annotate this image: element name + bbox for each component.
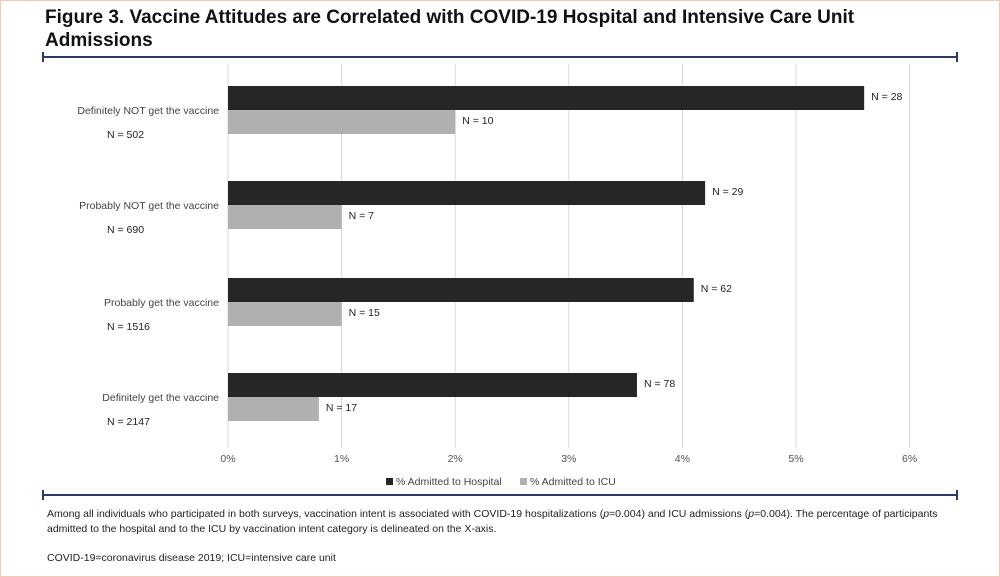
hospital-bar xyxy=(228,373,637,397)
icu-bar xyxy=(228,110,456,134)
category-n-label: N = 1516 xyxy=(107,321,150,333)
footnote: COVID-19=coronavirus disease 2019; ICU=i… xyxy=(47,552,336,564)
category-label: Definitely NOT get the vaccine xyxy=(77,105,219,117)
icu-bar xyxy=(228,397,319,421)
category-label: Definitely get the vaccine xyxy=(102,392,219,404)
x-tick-label: 6% xyxy=(902,453,917,465)
icu-bar-label: N = 10 xyxy=(462,115,493,127)
category-n-label: N = 690 xyxy=(107,224,144,236)
icu-bar xyxy=(228,205,342,229)
x-tick-label: 3% xyxy=(561,453,576,465)
x-tick-label: 0% xyxy=(220,453,235,465)
legend-label-hospital: % Admitted to Hospital xyxy=(396,476,502,488)
category-label: Probably get the vaccine xyxy=(104,297,219,309)
x-tick-label: 5% xyxy=(788,453,803,465)
category-label: Probably NOT get the vaccine xyxy=(79,200,219,212)
hospital-bar-label: N = 62 xyxy=(701,283,732,295)
hospital-bar xyxy=(228,181,706,205)
icu-bar-label: N = 17 xyxy=(326,402,357,414)
hospital-bar xyxy=(228,278,694,302)
icu-bar-label: N = 15 xyxy=(349,307,380,319)
icu-bar xyxy=(228,302,342,326)
hospital-bar xyxy=(228,86,865,110)
hospital-bar-label: N = 78 xyxy=(644,378,675,390)
caption-text-1: Among all individuals who participated i… xyxy=(47,508,604,520)
top-divider xyxy=(42,52,958,62)
bar-chart: 0% 1% 2% 3% 4% 5% 6% N = 28 N = 10 Definitely NOT… xyxy=(77,64,917,488)
icu-bar-label: N = 7 xyxy=(349,210,375,222)
bottom-divider xyxy=(42,490,958,500)
caption-p-symbol-2: p xyxy=(748,508,755,520)
x-tick-label: 1% xyxy=(334,453,349,465)
x-tick-label: 2% xyxy=(448,453,463,465)
hospital-bar-label: N = 29 xyxy=(712,186,743,198)
caption-p-symbol-1: p xyxy=(603,508,610,520)
category-n-label: N = 502 xyxy=(107,129,144,141)
legend-swatch-icu xyxy=(520,478,527,485)
legend-label-icu: % Admitted to ICU xyxy=(530,476,616,488)
caption-text-2: =0.004) and ICU admissions ( xyxy=(609,508,749,520)
legend-swatch-hospital xyxy=(386,478,393,485)
caption-text-3: =0.004). The percentage of participants … xyxy=(47,508,938,535)
category-n-label: N = 2147 xyxy=(107,416,150,428)
x-tick-label: 4% xyxy=(675,453,690,465)
figure-caption: Among all individuals who participated i… xyxy=(47,507,952,537)
hospital-bar-label: N = 28 xyxy=(871,91,902,103)
figure-title: Figure 3. Vaccine Attitudes are Correlat… xyxy=(45,7,855,51)
